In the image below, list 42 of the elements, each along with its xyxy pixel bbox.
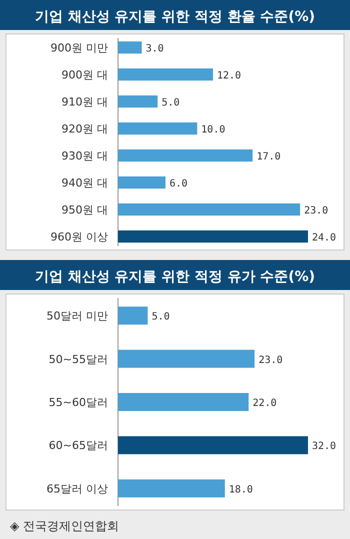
chart-title: 기업 채산성 유지를 위한 적정 유가 수준(%) (34, 269, 316, 285)
data-label: 5.0 (152, 312, 170, 323)
bar (118, 95, 158, 108)
y-tick-label: 930원 대 (62, 150, 108, 162)
y-tick-label: 900원 대 (62, 68, 108, 82)
y-tick-label: 60~65달러 (48, 439, 108, 452)
bar (118, 149, 253, 162)
y-tick-label: 55~60달러 (48, 396, 108, 409)
data-label: 22.0 (252, 398, 277, 409)
data-label: 12.0 (217, 70, 242, 82)
data-label: 23.0 (258, 354, 283, 366)
data-label: 32.0 (312, 441, 336, 452)
data-label: 17.0 (256, 152, 281, 162)
bar (118, 350, 255, 368)
y-tick-label: 940원 대 (62, 176, 108, 190)
bar (118, 203, 300, 216)
y-tick-label: 65달러 이상 (46, 482, 108, 496)
y-tick-label: 920원 대 (62, 122, 108, 136)
data-label: 23.0 (304, 206, 328, 216)
bar (118, 436, 308, 454)
bar (118, 68, 213, 81)
y-tick-label: 900원 미만 (50, 42, 108, 54)
y-tick-label: 50달러 미만 (46, 310, 108, 323)
bar (118, 176, 166, 189)
bar (118, 479, 225, 498)
y-tick-label: 910원 대 (62, 96, 108, 108)
bar (118, 306, 148, 325)
bar (118, 393, 249, 411)
y-tick-label: 50~55달러 (48, 352, 108, 366)
bar (118, 41, 142, 54)
data-label: 3.0 (146, 44, 164, 54)
y-tick-label: 960원 이상 (50, 230, 108, 244)
chart-title: 기업 채산성 유지를 위한 적정 환율 수준(%) (34, 9, 316, 25)
data-label: 10.0 (201, 124, 226, 136)
data-label: 6.0 (170, 178, 188, 190)
data-label: 18.0 (228, 484, 253, 496)
bar (118, 122, 198, 135)
data-label: 24.0 (312, 232, 336, 244)
text: ◈ 전국경제인연합회 (10, 519, 120, 533)
bar (118, 230, 308, 243)
data-label: 5.0 (162, 98, 180, 108)
y-tick-label: 950원 대 (62, 204, 108, 216)
